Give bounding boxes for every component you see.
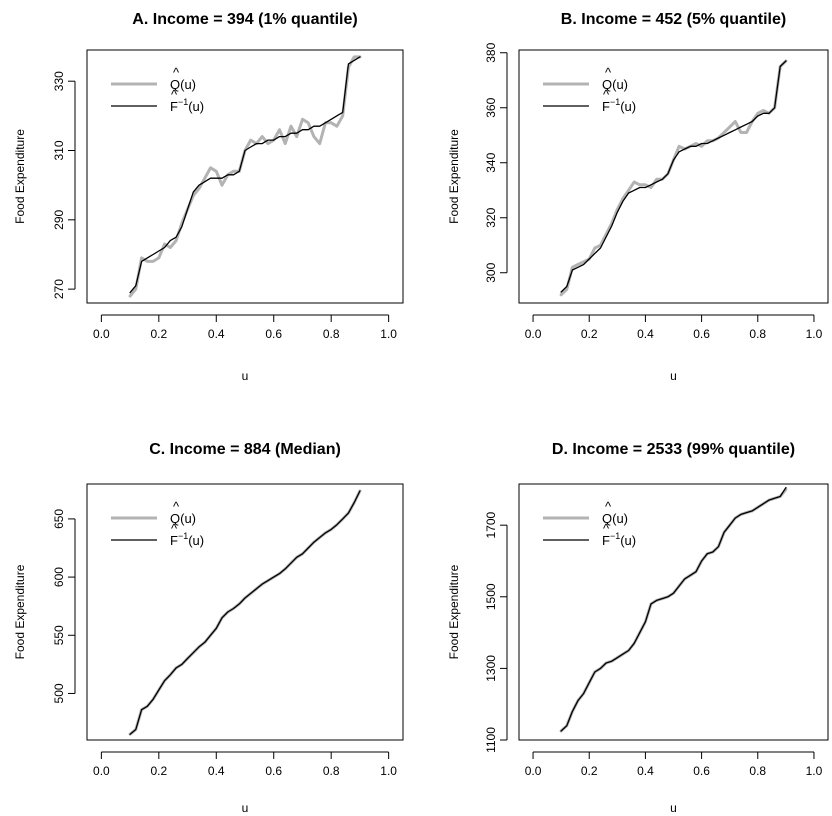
panel-a-y-tick-label: 310 [52,140,66,160]
panel-d-x-tick-label: 1.0 [806,764,823,778]
panel-c-x-tick-label: 0.6 [265,764,282,778]
panel-a-plot-box [86,49,404,304]
panel-d-series-q-hat [559,487,788,733]
panel-b-title: B. Income = 452 (5% quantile) [561,11,786,28]
panel-d-y-axis-label: Food Expenditure [447,564,461,659]
panel-b-x-tick-label: 0.2 [581,327,598,341]
panel-b-legend-hat-f: ^ [603,87,610,102]
panel-b-x-tick-label: 0.0 [525,327,542,341]
panel-c-x-tick-label: 0.8 [323,764,340,778]
panel-c-legend-label-q: Q(u) [170,511,196,526]
panel-d-legend-hat-f: ^ [603,521,610,536]
panel-c-series-f-inverse-hat [129,490,361,735]
panel-c-x-tick-label: 1.0 [380,764,397,778]
panel-a-x-tick-label: 0.2 [150,327,167,341]
panel-c-y-tick-label: 650 [52,509,66,529]
panel-a-x-axis-label: u [242,369,249,383]
panel-c-legend-hat-q: ^ [173,499,180,514]
panel-d-y-tick-label: 1300 [484,655,498,682]
panel-d-title: D. Income = 2533 (99% quantile) [552,441,795,458]
panel-c-legend-hat-f: ^ [171,521,178,536]
panel-c: C. Income = 884 (Median) 0.0 0.2 0.4 0.6 0.8 1… [13,441,404,815]
panel-a: A. Income = 394 (1% quantile) 0.0 0.2 0.4 0.… [13,11,404,383]
panel-c-y-tick-label: 500 [52,683,66,703]
panel-d-legend-label-f: F−1(u) [602,531,636,548]
panel-b-plot-box [518,49,829,304]
panel-d-y-tick-label: 1100 [484,727,498,753]
panel-a-legend-hat-q: ^ [173,65,180,80]
panel-b-y-tick-label: 340 [484,152,498,172]
panel-a-legend-label-f: F−1(u) [170,97,204,114]
panel-a-title: A. Income = 394 (1% quantile) [132,11,357,28]
panel-d-x-tick-label: 0.4 [637,764,654,778]
panel-a-x-tick-label: 1.0 [380,327,397,341]
panel-a-series-f-inverse-hat [129,56,361,294]
panel-b-legend-label-q: Q(u) [602,77,628,92]
panel-c-series-q-hat [128,489,362,736]
panel-c-y-tick-label: 600 [52,567,66,587]
panel-b-y-tick-label: 320 [484,207,498,227]
panel-a-x-tick-label: 0.6 [265,327,282,341]
panel-d-x-axis-label: u [670,801,677,815]
panel-a-series-q-hat [128,55,362,298]
panel-c-y-tick-label: 550 [52,625,66,645]
panel-c-plot-box [86,483,404,741]
panel-a-x-tick-label: 0.0 [93,327,110,341]
panel-d-y-tick-label: 1500 [484,583,498,610]
panel-b: B. Income = 452 (5% quantile) 0.0 0.2 0.4 0.… [447,11,829,383]
panel-c-x-tick-label: 0.2 [150,764,167,778]
panel-c-x-axis-label: u [242,801,249,815]
panel-a-y-tick-label: 270 [52,279,66,299]
panel-b-legend-label-f: F−1(u) [602,97,636,114]
panel-d-x-tick-label: 0.0 [525,764,542,778]
panel-d: D. Income = 2533 (99% quantile) 0.0 0.2 0.4… [447,441,829,815]
panel-b-series-q-hat [559,59,788,297]
panel-d-legend-hat-q: ^ [605,499,612,514]
panel-d-legend-label-q: Q(u) [602,511,628,526]
panel-d-x-tick-label: 0.6 [693,764,710,778]
panel-c-legend-label-f: F−1(u) [170,531,204,548]
panel-a-y-tick-label: 330 [52,71,66,91]
panel-c-x-tick-label: 0.0 [93,764,110,778]
panel-b-y-tick-label: 360 [484,97,498,117]
panel-b-series-f-inverse-hat [560,60,787,293]
panel-b-x-tick-label: 0.4 [637,327,654,341]
panel-b-x-tick-label: 0.6 [693,327,710,341]
panel-c-title: C. Income = 884 (Median) [149,441,341,458]
panel-b-x-tick-label: 1.0 [806,327,823,341]
panel-d-y-tick-label: 1700 [484,512,498,539]
panel-a-legend-hat-f: ^ [171,87,178,102]
panel-d-series-f-inverse-hat [560,486,787,732]
panel-b-y-tick-label: 300 [484,262,498,282]
panel-c-y-axis-label: Food Expenditure [13,564,27,659]
panel-d-plot-box [518,483,829,741]
panel-a-y-axis-label: Food Expenditure [13,129,27,224]
panel-a-y-tick-label: 290 [52,209,66,229]
panel-b-y-tick-label: 380 [484,42,498,62]
panel-d-x-tick-label: 0.8 [749,764,766,778]
panel-b-legend-hat-q: ^ [605,65,612,80]
panel-b-y-axis-label: Food Expenditure [447,129,461,224]
panel-b-x-axis-label: u [670,369,677,383]
panel-c-x-tick-label: 0.4 [208,764,225,778]
panel-b-x-tick-label: 0.8 [749,327,766,341]
panel-a-x-tick-label: 0.8 [323,327,340,341]
panel-a-x-tick-label: 0.4 [208,327,225,341]
panel-a-legend-label-q: Q(u) [170,77,196,92]
panel-d-x-tick-label: 0.2 [581,764,598,778]
